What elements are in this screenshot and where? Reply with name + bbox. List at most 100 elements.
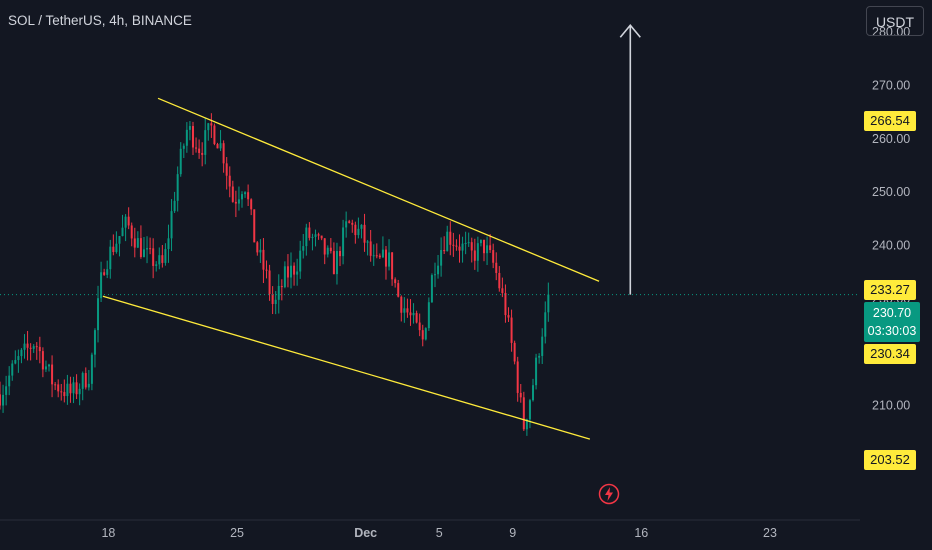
candle-body xyxy=(299,250,302,272)
candle-body xyxy=(87,383,90,388)
candle-body xyxy=(329,247,332,252)
candle-body xyxy=(541,336,544,356)
candle-body xyxy=(57,384,60,392)
candle-body xyxy=(519,392,522,398)
candle-body xyxy=(106,269,109,275)
candle-body xyxy=(415,313,418,323)
candle-body xyxy=(458,246,461,251)
candle-body xyxy=(525,419,528,430)
candle-body xyxy=(149,248,152,250)
candle-body xyxy=(5,386,8,395)
candle-body xyxy=(498,272,501,289)
candle-body xyxy=(473,250,476,261)
candle-body xyxy=(308,227,311,238)
candle-body xyxy=(41,351,44,370)
x-tick-label: 5 xyxy=(436,526,443,540)
candle-body xyxy=(323,238,326,255)
candle-body xyxy=(240,194,243,200)
candle-body xyxy=(504,292,507,316)
candle-body xyxy=(195,147,198,149)
candle-body xyxy=(455,245,458,247)
candle-body xyxy=(381,249,384,258)
candle-body xyxy=(495,262,498,273)
lightning-bolt-icon[interactable] xyxy=(598,483,620,505)
candle-body xyxy=(363,224,366,243)
price-axis[interactable]: 280.00270.00260.00250.00240.00230.00220.… xyxy=(872,25,910,466)
candle-body xyxy=(437,265,440,275)
candle-body xyxy=(388,252,391,267)
candle-body xyxy=(479,239,482,244)
candle-body xyxy=(421,330,424,340)
candle-body xyxy=(185,129,188,146)
candle-body xyxy=(424,328,427,340)
candle-body xyxy=(418,322,421,331)
candle-body xyxy=(532,385,535,401)
candle-body xyxy=(372,255,375,257)
candle-body xyxy=(142,249,145,257)
candle-body xyxy=(66,383,69,397)
candle-body xyxy=(348,221,351,223)
candle-body xyxy=(528,400,531,420)
candle-body xyxy=(109,246,112,270)
candle-body xyxy=(339,250,342,257)
candle-body xyxy=(201,152,204,155)
annotations[interactable] xyxy=(0,24,860,440)
candle-body xyxy=(38,346,41,352)
candle-body xyxy=(103,272,106,275)
candle-body xyxy=(179,148,182,175)
candle-body xyxy=(394,279,397,284)
candle-body xyxy=(14,360,17,364)
y-tick-label: 270.00 xyxy=(872,79,910,93)
candle-body xyxy=(375,255,378,257)
candle-body xyxy=(198,148,201,153)
candle-body xyxy=(93,330,96,355)
candle-body xyxy=(11,363,14,376)
candle-body xyxy=(516,361,519,393)
x-tick-label: 23 xyxy=(763,526,777,540)
candle-body xyxy=(112,246,115,253)
candles xyxy=(0,113,550,436)
candle-body xyxy=(234,201,237,204)
candle-body xyxy=(231,186,234,202)
candle-body xyxy=(250,199,253,210)
candle-body xyxy=(510,317,513,343)
candle-body xyxy=(78,388,81,395)
candle-body xyxy=(210,123,213,126)
candle-body xyxy=(433,274,436,276)
x-tick-label: Dec xyxy=(354,526,377,540)
y-tick-label: 210.00 xyxy=(872,399,910,413)
candle-body xyxy=(320,235,323,239)
candle-body xyxy=(133,238,136,248)
candle-body xyxy=(244,192,247,195)
last-price-tag: 230.70 03:30:03 xyxy=(864,302,920,342)
candle-body xyxy=(482,239,485,254)
candle-body xyxy=(84,373,87,388)
candle-body xyxy=(544,312,547,337)
candle-body xyxy=(152,248,155,266)
candle-body xyxy=(440,250,443,266)
candle-body xyxy=(409,312,412,316)
trendline[interactable] xyxy=(102,295,591,440)
candle-body xyxy=(173,200,176,212)
candle-body xyxy=(391,252,394,280)
candle-body xyxy=(446,231,449,252)
candle-body xyxy=(492,250,495,263)
candle-body xyxy=(366,241,369,243)
trendline[interactable] xyxy=(157,97,600,282)
x-tick-label: 9 xyxy=(509,526,516,540)
candle-body xyxy=(32,346,35,349)
symbol-title[interactable]: SOL / TetherUS, 4h, BINANCE xyxy=(8,13,192,28)
candle-body xyxy=(69,383,72,394)
candle-body xyxy=(121,227,124,237)
candle-body xyxy=(513,342,516,362)
time-axis[interactable]: 18 25 Dec 5 9 16 23 xyxy=(101,526,776,540)
candle-body xyxy=(476,243,479,261)
candle-body xyxy=(351,222,354,225)
candle-body xyxy=(139,238,142,257)
candle-body xyxy=(161,255,164,263)
candle-body xyxy=(467,242,470,244)
candle-body xyxy=(302,246,305,251)
candle-body xyxy=(60,391,63,393)
currency-button[interactable]: USDT xyxy=(866,6,924,36)
